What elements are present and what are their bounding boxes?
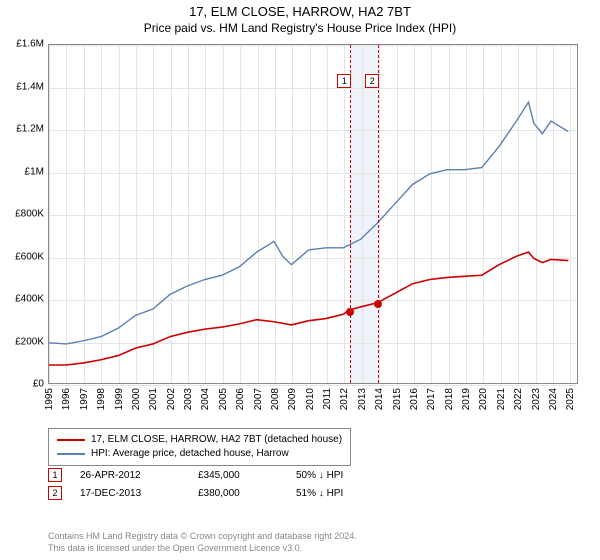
legend-swatch-1 xyxy=(57,439,85,441)
page-subtitle: Price paid vs. HM Land Registry's House … xyxy=(0,21,600,35)
attribution: Contains HM Land Registry data © Crown c… xyxy=(48,530,580,554)
y-axis-labels: £0£200K£400K£600K£800K£1M£1.2M£1.4M£1.6M xyxy=(0,44,46,384)
attribution-line-2: This data is licensed under the Open Gov… xyxy=(48,542,580,554)
sale-hpi-1: 50% ↓ HPI xyxy=(296,470,343,481)
sale-marker-1: 1 xyxy=(48,468,62,482)
sale-hpi-2: 51% ↓ HPI xyxy=(296,488,343,499)
attribution-line-1: Contains HM Land Registry data © Crown c… xyxy=(48,530,580,542)
legend-label-1: 17, ELM CLOSE, HARROW, HA2 7BT (detached… xyxy=(91,433,342,447)
sale-price-1: £345,000 xyxy=(198,470,278,481)
sales-table: 1 26-APR-2012 £345,000 50% ↓ HPI 2 17-DE… xyxy=(48,468,343,504)
sale-price-2: £380,000 xyxy=(198,488,278,499)
sale-date-1: 26-APR-2012 xyxy=(80,470,180,481)
sale-row-2: 2 17-DEC-2013 £380,000 51% ↓ HPI xyxy=(48,486,343,500)
page-title: 17, ELM CLOSE, HARROW, HA2 7BT xyxy=(0,4,600,19)
legend: 17, ELM CLOSE, HARROW, HA2 7BT (detached… xyxy=(48,428,351,466)
x-axis-labels: 1995199619971998199920002001200220032004… xyxy=(48,388,578,428)
legend-label-2: HPI: Average price, detached house, Harr… xyxy=(91,447,289,461)
chart-lines xyxy=(49,45,577,383)
price-chart: 12 xyxy=(48,44,578,384)
sale-row-1: 1 26-APR-2012 £345,000 50% ↓ HPI xyxy=(48,468,343,482)
sale-date-2: 17-DEC-2013 xyxy=(80,488,180,499)
legend-swatch-2 xyxy=(57,453,85,455)
sale-marker-2: 2 xyxy=(48,486,62,500)
